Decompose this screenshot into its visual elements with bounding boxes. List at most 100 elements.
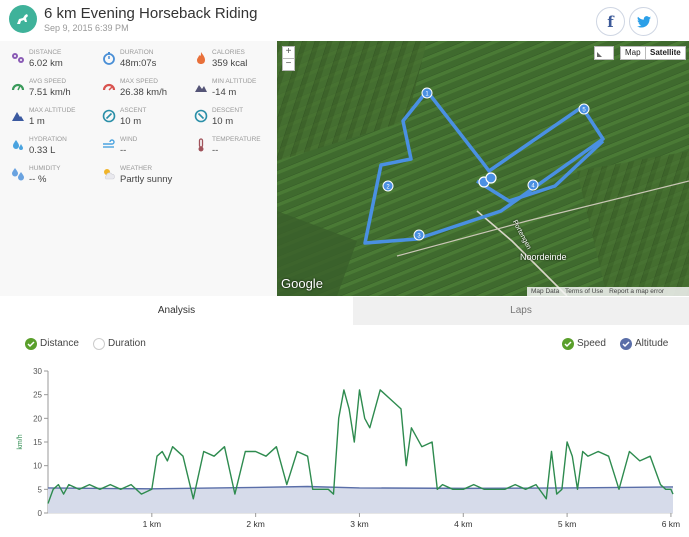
distance-option-label: Distance	[40, 338, 79, 349]
route-path	[476, 139, 605, 203]
x-tick-label: 1 km	[143, 519, 161, 529]
stat-value: -14 m	[212, 87, 237, 98]
duration-option-label: Duration	[108, 338, 146, 349]
flame-icon	[197, 52, 205, 64]
google-logo: Google	[281, 276, 323, 291]
stat-label: Avg speed	[29, 78, 67, 85]
facebook-icon: f	[607, 12, 614, 31]
stat-ascent: Ascent 10 m	[102, 107, 192, 133]
stat-label: Descent	[212, 107, 244, 114]
fullscreen-icon	[597, 52, 602, 57]
mountain-icon	[195, 85, 207, 92]
stat-value: 0.33 L	[29, 145, 56, 156]
stat-value: 10 m	[120, 116, 142, 127]
satellite-imagery: 1 2 3 4 5	[277, 41, 689, 296]
humidity-icon	[12, 168, 24, 181]
stat-value: --	[120, 145, 127, 156]
check-icon	[562, 338, 574, 350]
map-type-satellite-button[interactable]: Satellite	[645, 46, 686, 60]
stat-value: 48m:07s	[120, 58, 157, 69]
route-marker[interactable]: 3	[413, 229, 425, 241]
stat-label: Wind	[120, 136, 138, 143]
droplets-icon	[13, 140, 23, 150]
partly-sunny-icon	[104, 169, 115, 180]
x-tick-label: 5 km	[558, 519, 576, 529]
route-map[interactable]: 1 2 3 4 5 + − Map Satellite Portengen No…	[277, 41, 689, 296]
stat-hydration: Hydration 0.33 L	[11, 136, 101, 162]
route-marker[interactable]: 4	[527, 179, 539, 191]
ascent-icon	[102, 109, 116, 123]
tab-analysis[interactable]: Analysis	[0, 297, 353, 325]
stat-label: Humidity	[29, 165, 61, 172]
speed-altitude-chart[interactable]: 0 5 10 15 20 25 30 km/h 1 km 2 km 3 km 4 km 5 km 6 km	[0, 360, 689, 537]
activity-date: Sep 9, 2015 6:39 PM	[44, 23, 129, 33]
stat-distance: Distance 6.02 km	[11, 49, 101, 75]
stat-label: Ascent	[120, 107, 147, 114]
stats-panel: Distance 6.02 km Duration 48m:07s Calori…	[0, 41, 277, 296]
stat-calories: Calories 359 kcal	[194, 49, 284, 75]
x-tick-label: 6 km	[662, 519, 680, 529]
twitter-share-button[interactable]	[629, 7, 658, 36]
activity-header: 6 km Evening Horseback Riding Sep 9, 201…	[0, 0, 689, 40]
speed-line	[47, 389, 674, 504]
thermometer-icon	[198, 138, 204, 152]
twitter-icon	[636, 15, 651, 28]
y-tick-label: 25	[33, 391, 42, 400]
stat-value: 26.38 km/h	[120, 87, 167, 98]
mountain-icon	[12, 112, 24, 121]
facebook-share-button[interactable]: f	[596, 7, 625, 36]
stat-max-speed: Max speed 26.38 km/h	[102, 78, 192, 104]
stat-weather: Weather Partly sunny	[102, 165, 192, 191]
y-tick-label: 5	[38, 485, 43, 494]
stat-max-altitude: Max altitude 1 m	[11, 107, 101, 133]
y-tick-label: 15	[33, 438, 42, 447]
horse-icon	[9, 5, 37, 33]
stat-descent: Descent 10 m	[194, 107, 284, 133]
report-map-error-link[interactable]: Report a map error	[609, 288, 665, 295]
x-tick-label: 4 km	[454, 519, 472, 529]
svg-text:2: 2	[386, 185, 390, 191]
stat-value: Partly sunny	[120, 174, 173, 185]
start-marker[interactable]	[478, 172, 497, 188]
stat-label: Max speed	[120, 78, 158, 85]
y-tick-label: 20	[33, 414, 42, 423]
stat-wind: Wind --	[102, 136, 192, 162]
tab-laps[interactable]: Laps	[353, 297, 689, 325]
stat-duration: Duration 48m:07s	[102, 49, 192, 75]
route-icon	[12, 53, 24, 63]
fullscreen-button[interactable]	[594, 46, 614, 60]
stat-value: -- %	[29, 174, 47, 185]
svg-text:3: 3	[417, 234, 421, 240]
map-footer: Map Data Terms of Use Report a map error	[527, 287, 689, 296]
map-data-link[interactable]: Map Data	[531, 288, 560, 295]
svg-text:4: 4	[531, 184, 535, 190]
speedometer-icon	[11, 83, 25, 91]
check-icon	[620, 338, 632, 350]
stat-value: 1 m	[29, 116, 45, 127]
stat-humidity: Humidity -- %	[11, 165, 101, 191]
x-tick-label: 3 km	[350, 519, 368, 529]
stat-value: --	[212, 145, 219, 156]
altitude-line	[47, 485, 673, 490]
stat-value: 10 m	[212, 116, 234, 127]
stat-label: Weather	[120, 165, 153, 172]
zoom-out-button[interactable]: −	[282, 58, 295, 71]
terms-of-use-link[interactable]: Terms of Use	[565, 288, 604, 295]
unchecked-icon	[93, 338, 105, 350]
road	[396, 180, 689, 257]
y-tick-label: 0	[38, 509, 43, 518]
route-marker[interactable]: 2	[382, 180, 394, 192]
y-tick-label: 30	[33, 367, 42, 376]
map-type-map-button[interactable]: Map	[620, 46, 646, 60]
stat-label: Distance	[29, 49, 62, 56]
place-label: Noordeinde	[520, 252, 567, 262]
stat-label: Max altitude	[29, 107, 76, 114]
stat-label: Temperature	[212, 136, 261, 143]
route-path	[363, 89, 605, 245]
altitude-toggle-label: Altitude	[635, 338, 669, 349]
route-marker[interactable]: 5	[578, 103, 590, 115]
route-marker[interactable]: 1	[421, 87, 433, 99]
stat-value: 6.02 km	[29, 58, 63, 69]
speedometer-icon	[102, 83, 116, 91]
activity-title: 6 km Evening Horseback Riding	[44, 5, 258, 22]
